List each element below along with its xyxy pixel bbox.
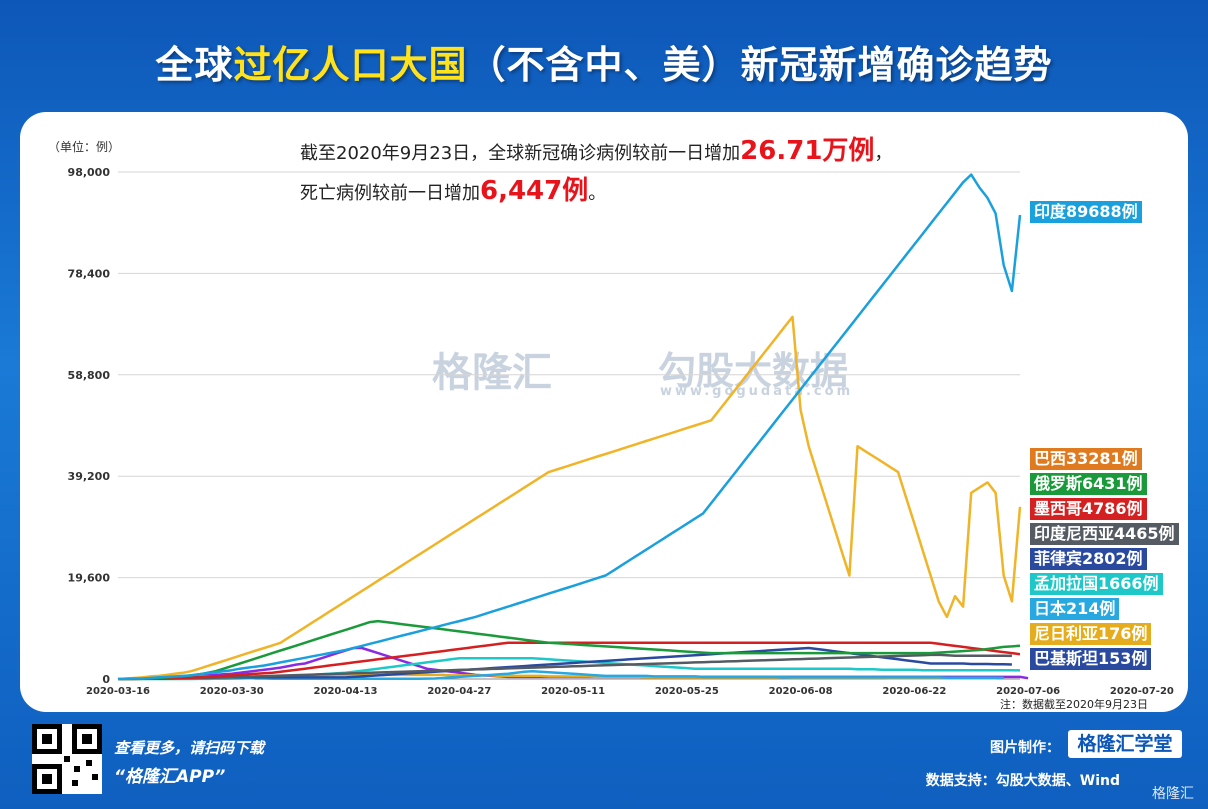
page-title: 全球过亿人口大国（不含中、美）新冠新增确诊趋势 <box>155 43 1053 87</box>
y-tick-label: 19,600 <box>68 572 111 585</box>
brand-logo: 格隆汇学堂 <box>1068 730 1182 758</box>
series-line <box>117 646 1012 681</box>
corner-watermark: 格隆汇 <box>1152 786 1194 802</box>
gridlines <box>118 171 1020 680</box>
legend-item: 巴西33281例 <box>1030 448 1142 470</box>
x-tick-label: 2020-06-08 <box>769 686 833 697</box>
x-tick-label: 2020-04-27 <box>427 686 491 697</box>
legend-item: 墨西哥4786例 <box>1030 498 1147 520</box>
watermark-gelonghui: 格隆汇 <box>432 350 552 396</box>
x-tick-label: 2020-05-25 <box>655 686 719 697</box>
app-name: “格隆汇APP” <box>114 767 226 787</box>
x-tick-label: 2020-05-11 <box>541 686 605 697</box>
y-tick-label: 78,400 <box>68 267 111 280</box>
y-tick-label: 39,200 <box>68 470 111 483</box>
x-tick-label: 2020-07-06 <box>996 686 1060 697</box>
x-axis-ticks: 2020-03-16 2020-03-30 2020-04-13 2020-04-27… <box>86 686 1174 697</box>
note-line-2: 死亡病例较前一日增加6,447例。 <box>300 176 607 206</box>
y-axis-ticks: 0 19,600 39,200 58,800 78,400 98,000 <box>68 166 111 686</box>
made-by-label: 图片制作： <box>990 740 1060 756</box>
y-tick-label: 0 <box>102 673 110 686</box>
scan-hint: 查看更多，请扫码下载 <box>114 739 265 757</box>
x-tick-label: 2020-03-16 <box>86 686 150 697</box>
legend-item: 俄罗斯6431例 <box>1030 473 1147 495</box>
series-line <box>117 653 1012 681</box>
x-tick-label: 2020-04-13 <box>314 686 378 697</box>
y-tick-label: 58,800 <box>68 369 111 382</box>
series-lines <box>117 173 1029 681</box>
qr-pattern <box>32 724 102 794</box>
series-line <box>117 619 1021 681</box>
unit-label: （单位：例） <box>48 140 121 154</box>
x-tick-label: 2020-07-20 <box>1110 686 1174 697</box>
qr-code[interactable] <box>32 724 102 794</box>
legend-item: 孟加拉国1666例 <box>1030 573 1163 595</box>
note-line-1: 截至2020年9月23日，全球新冠确诊病例较前一日增加26.71万例， <box>300 136 893 166</box>
series-line <box>117 173 1022 681</box>
chart-panel <box>20 112 1188 712</box>
x-tick-label: 2020-06-22 <box>882 686 946 697</box>
legend-item: 菲律宾2802例 <box>1030 548 1147 570</box>
y-tick-label: 98,000 <box>68 166 111 179</box>
x-tick-label: 2020-03-30 <box>200 686 264 697</box>
legend-item: 巴基斯坦153例 <box>1030 648 1152 670</box>
legend-item: 印度89688例 <box>1030 201 1142 223</box>
legend-item: 印度尼西亚4465例 <box>1030 523 1179 545</box>
data-source: 数据支持：勾股大数据、Wind <box>925 773 1120 789</box>
series-line <box>117 315 1022 681</box>
data-date-note: 注：数据截至2020年9月23日 <box>1000 698 1148 711</box>
legend-item: 尼日利亚176例 <box>1030 623 1152 645</box>
legend-item: 日本214例 <box>1030 598 1120 620</box>
